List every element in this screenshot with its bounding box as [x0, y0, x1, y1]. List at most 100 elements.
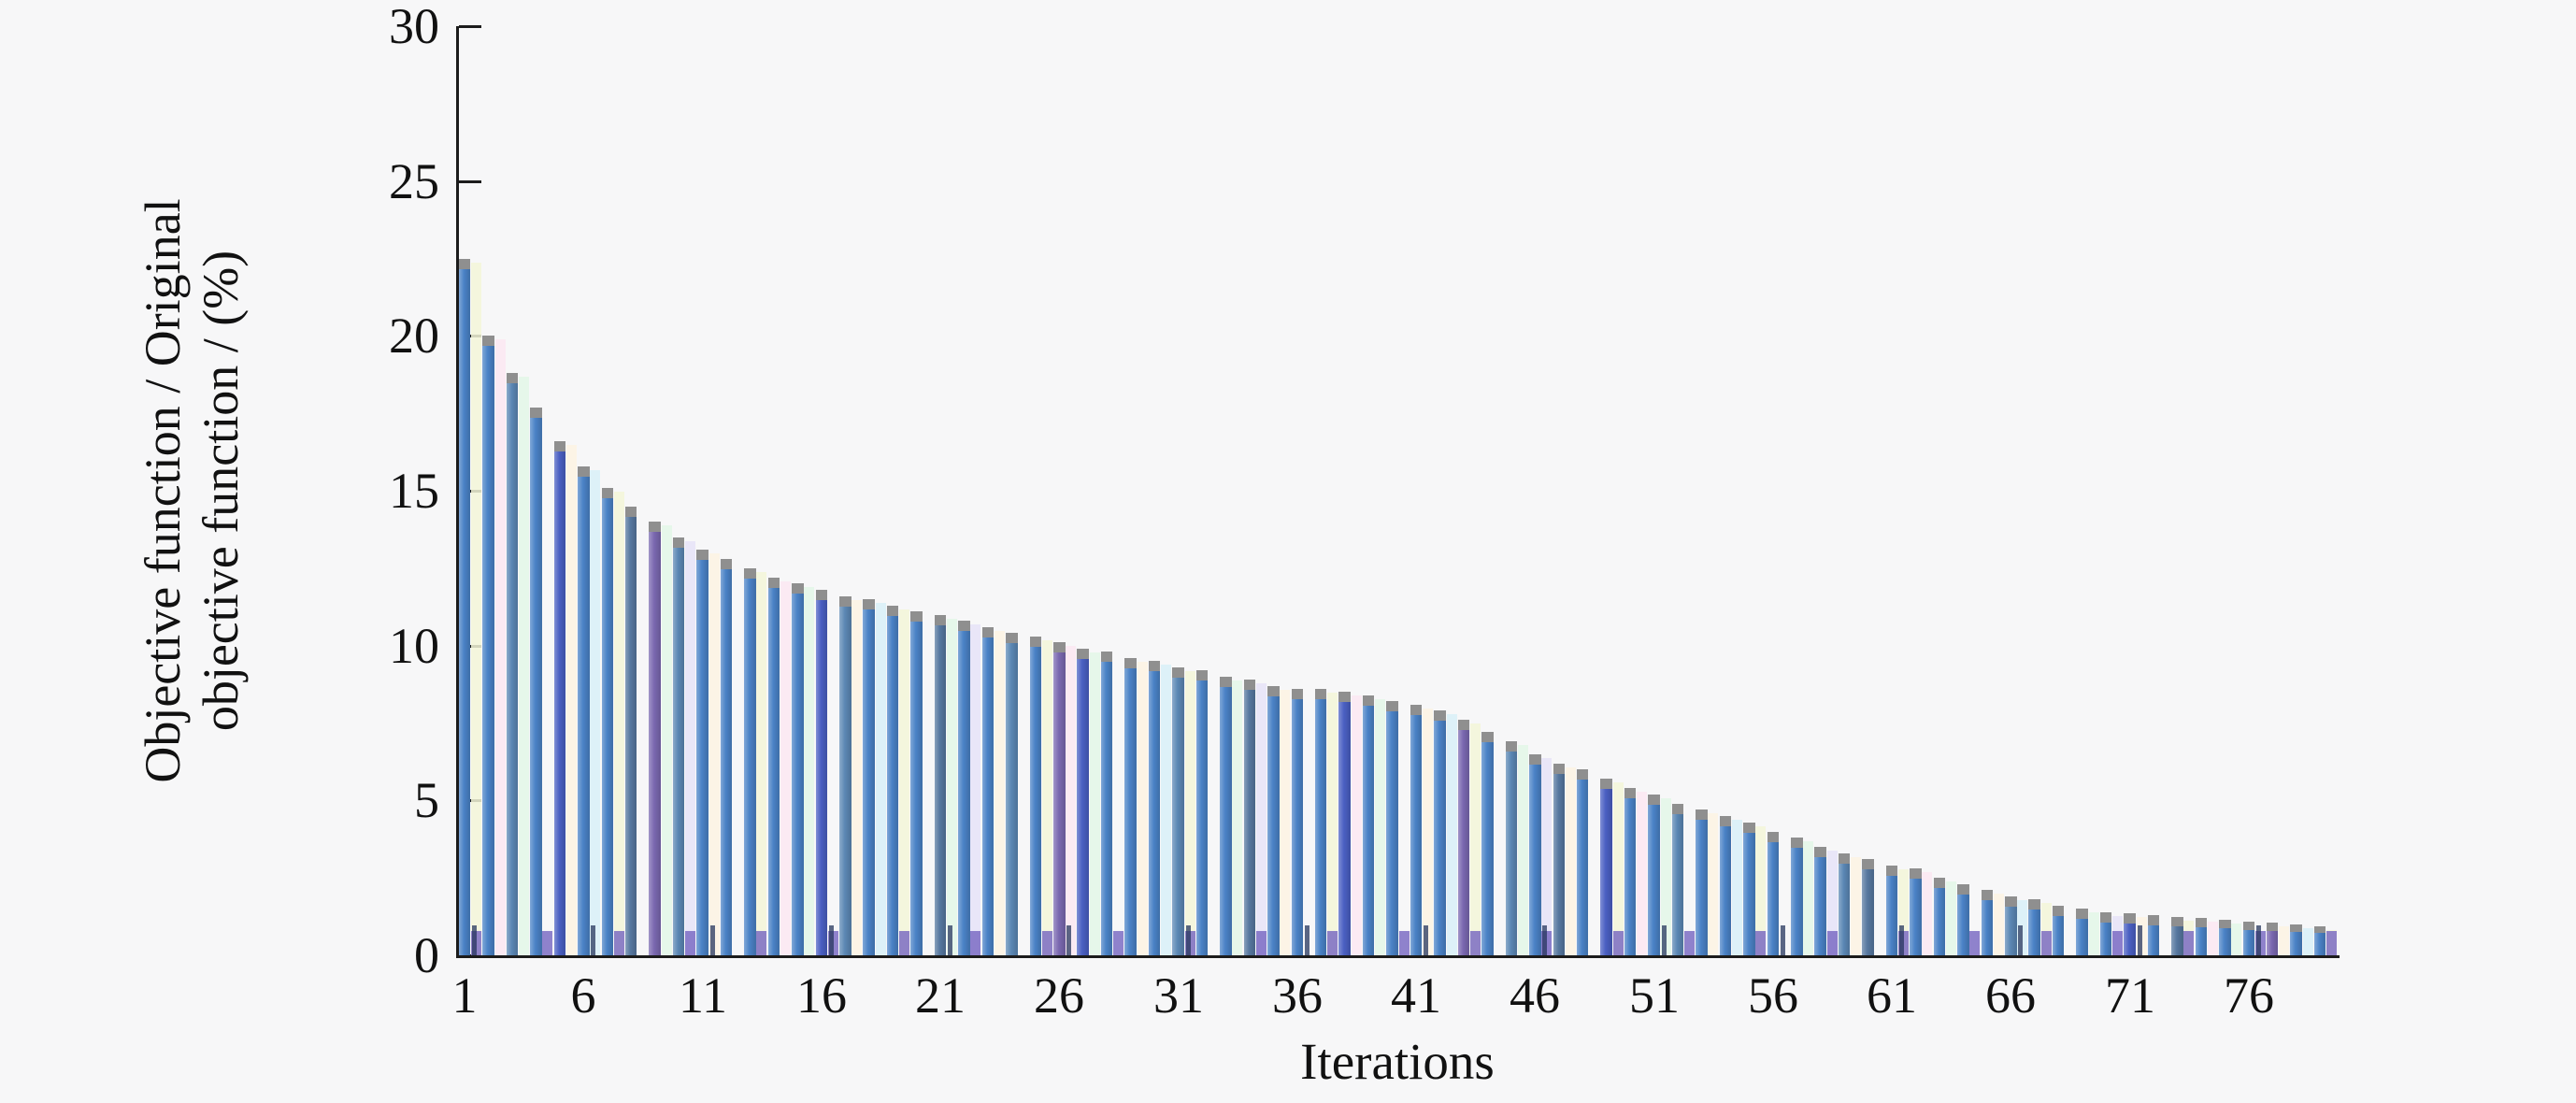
bar-stripe	[2207, 922, 2218, 955]
bar-cap	[482, 336, 494, 347]
bar	[1576, 769, 1589, 955]
bar-cap	[1981, 890, 1994, 901]
bar	[1957, 883, 1969, 955]
bar-accent	[1542, 925, 1548, 955]
bar-cap	[2313, 925, 2326, 934]
y-tick-label: 20	[389, 308, 439, 364]
bar-cap	[1743, 822, 1755, 833]
bar-accent	[1066, 925, 1072, 955]
bar	[1791, 838, 1803, 955]
bar	[2005, 896, 2017, 955]
bar	[1505, 741, 1517, 955]
bar	[1338, 692, 1351, 955]
bar-cap	[1410, 704, 1423, 715]
bar	[1862, 859, 1874, 955]
bar-stripe	[1731, 819, 1742, 955]
bar-cap	[2005, 896, 2017, 907]
bar	[672, 537, 685, 955]
bar-accent	[2040, 931, 2052, 955]
bar-cap	[1838, 852, 1851, 864]
bar-stripe	[613, 491, 624, 955]
bar	[578, 466, 590, 955]
bar-stripe	[685, 540, 695, 955]
bar-cap	[1767, 831, 1779, 842]
bar-cap	[530, 407, 542, 418]
bar-stripe	[1612, 782, 1624, 955]
bar-cap	[1172, 666, 1184, 678]
bar-accent	[2018, 925, 2024, 955]
bar	[1648, 794, 1660, 955]
bar-stripe	[1898, 868, 1909, 955]
bar-stripe	[1708, 813, 1719, 955]
y-tick-label: 30	[389, 0, 439, 54]
bar-cap	[696, 550, 708, 560]
bar-cap	[1100, 652, 1113, 663]
x-tick-label: 36	[1272, 967, 1323, 1024]
x-axis-line	[456, 955, 2340, 958]
bar-cap	[649, 522, 661, 533]
bar-cap	[2266, 923, 2279, 931]
bar	[2195, 918, 2208, 955]
bar-accent	[542, 931, 553, 955]
bar-accent	[1780, 925, 1785, 955]
bar-cap	[1910, 868, 1922, 880]
bar	[1006, 633, 1018, 955]
bar	[1529, 753, 1541, 955]
x-tick-label: 66	[1985, 967, 2036, 1024]
x-tick-label: 46	[1510, 967, 1560, 1024]
y-tick-label: 25	[389, 153, 439, 209]
x-tick-label: 16	[796, 967, 847, 1024]
bar	[1553, 763, 1565, 955]
bar-stripe	[1255, 683, 1267, 955]
bar-cap	[2290, 924, 2302, 933]
bar-cap	[1505, 741, 1517, 752]
bar-accent	[1041, 931, 1052, 955]
bar-stripe	[994, 630, 1005, 955]
bar	[553, 441, 565, 955]
y-axis-line	[456, 26, 459, 958]
bar	[2124, 913, 2136, 955]
bar-stripe	[1945, 881, 1956, 955]
bar-stripe	[1826, 851, 1838, 955]
bar-cap	[2242, 921, 2254, 930]
bar	[1981, 890, 1994, 955]
x-tick-label: 21	[915, 967, 966, 1024]
bar-cap	[1053, 642, 1066, 653]
bar-stripe	[1446, 714, 1457, 955]
bar-stripe	[970, 624, 981, 955]
bar-stripe	[2040, 903, 2052, 955]
bar-accent	[1684, 931, 1695, 955]
bar-accent	[1424, 925, 1428, 955]
y-tick	[459, 180, 481, 183]
bar	[1481, 732, 1494, 955]
x-tick-label: 56	[1748, 967, 1798, 1024]
bar-accent	[1327, 931, 1338, 955]
bar	[696, 550, 708, 955]
bar	[1291, 689, 1303, 955]
bar-accent	[2183, 931, 2195, 955]
bar-accent	[1826, 931, 1838, 955]
bar-cap	[1362, 695, 1375, 706]
bar-cap	[1243, 680, 1256, 691]
bar	[482, 336, 494, 955]
bar-cap	[1029, 636, 1041, 647]
bar-cap	[958, 621, 970, 632]
bar	[1910, 868, 1922, 955]
bar	[1410, 704, 1423, 955]
bar-stripe	[1280, 689, 1291, 955]
bar-accent	[1661, 925, 1667, 955]
bar	[1362, 695, 1375, 955]
bar-cap	[1220, 676, 1232, 687]
bar-cap	[1576, 769, 1589, 781]
bar-cap	[1814, 847, 1826, 857]
bar-cap	[1006, 633, 1018, 644]
bar-cap	[934, 614, 947, 625]
bar-stripe	[1565, 766, 1576, 955]
bar-stripe	[2279, 926, 2290, 955]
bar-accent	[613, 931, 624, 955]
bar	[934, 614, 947, 955]
bar-stripe	[852, 599, 863, 955]
bar	[1933, 878, 1946, 955]
bar	[1124, 657, 1137, 955]
